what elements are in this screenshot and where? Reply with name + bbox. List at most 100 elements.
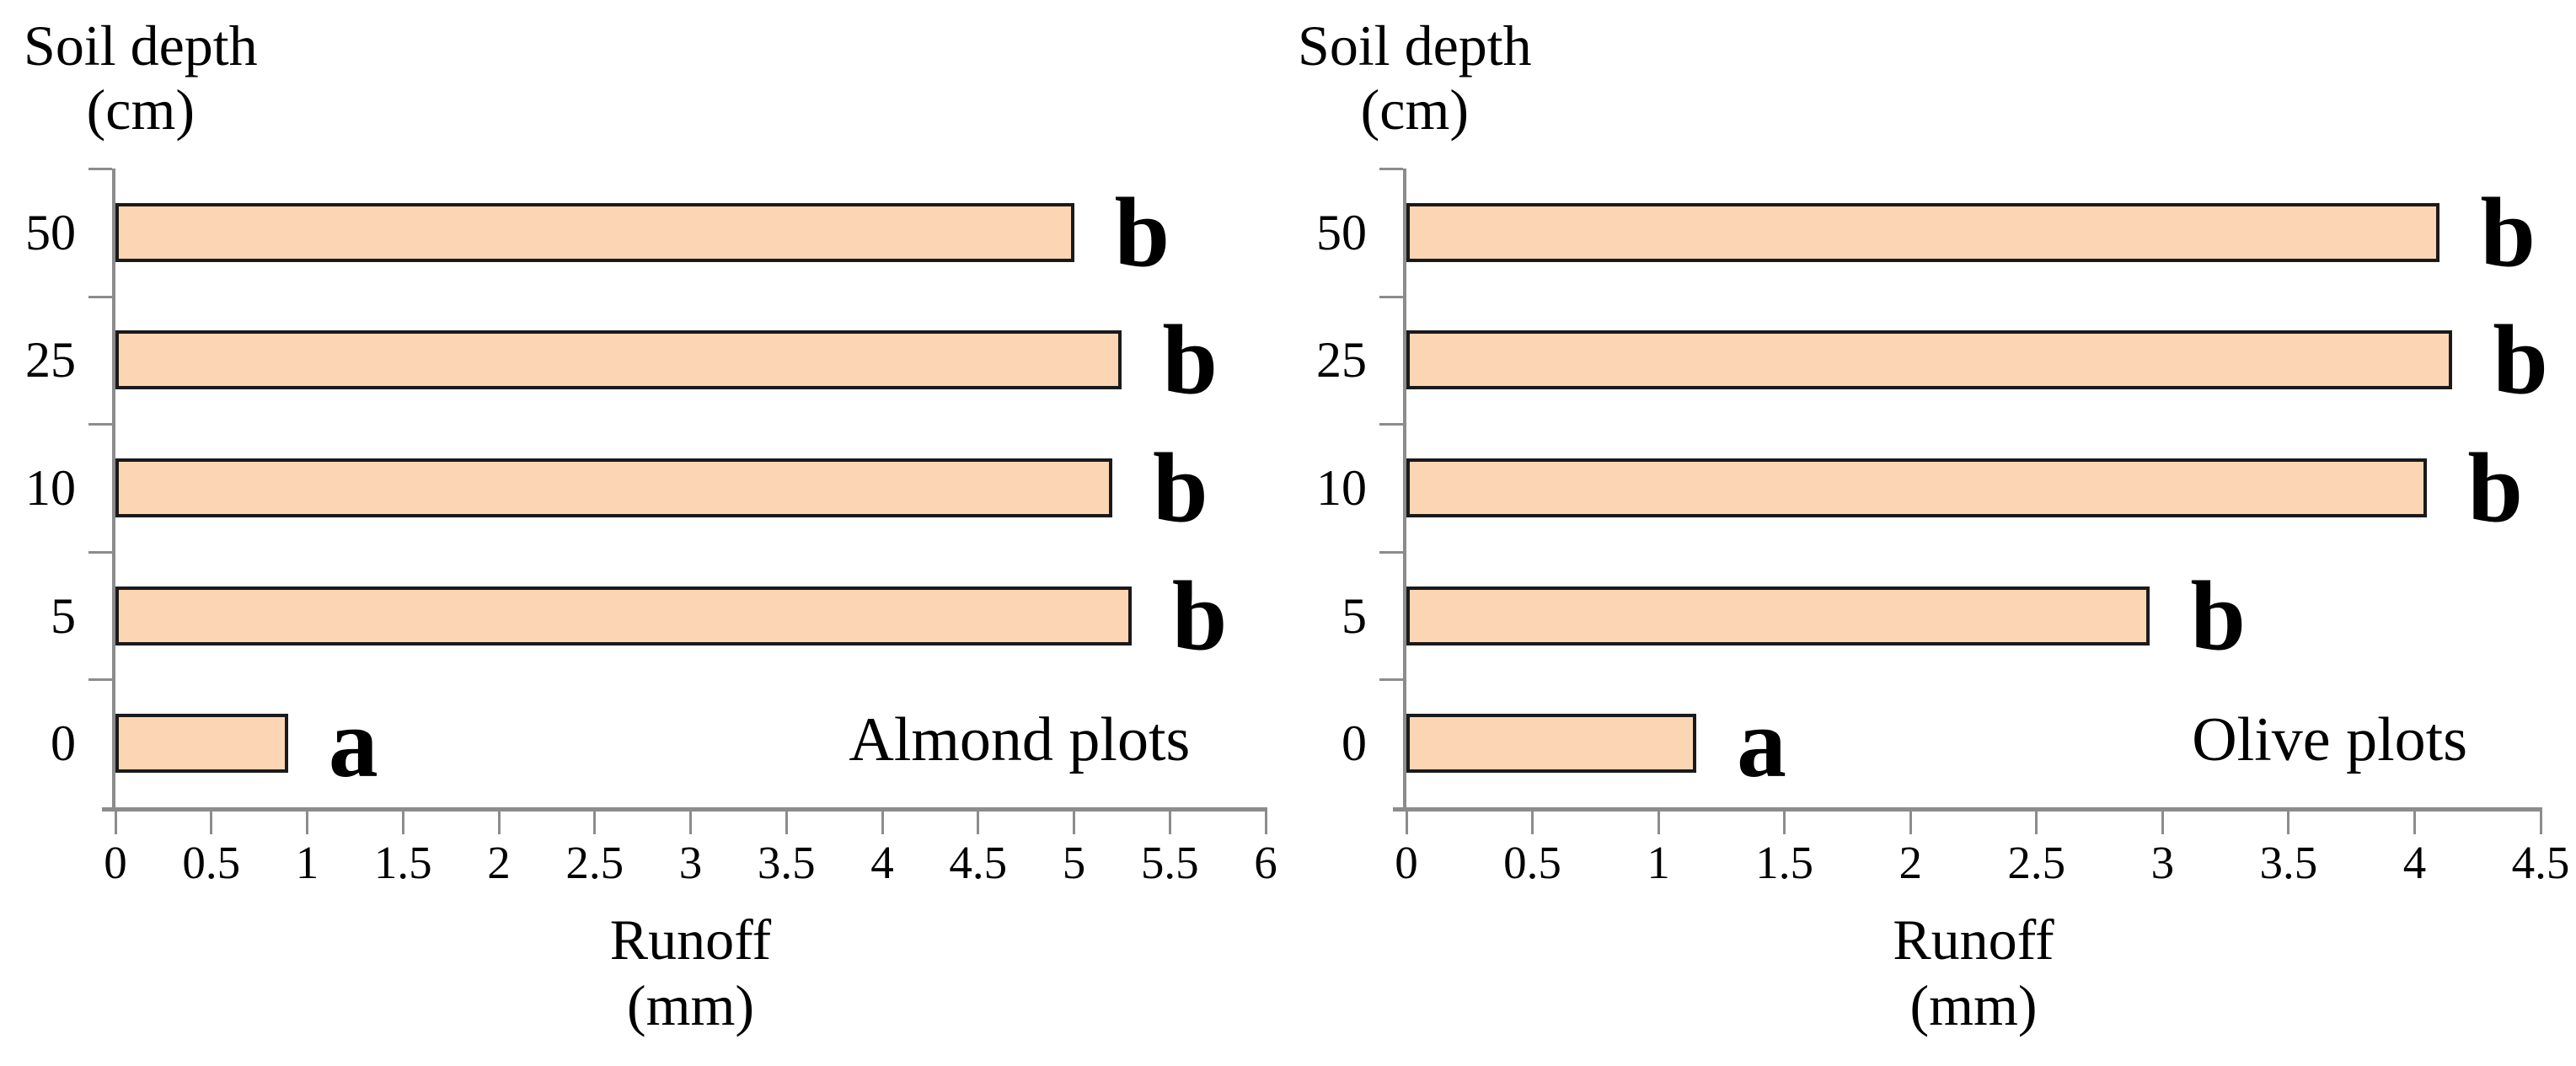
x-axis-tick [785, 807, 788, 834]
bar-depth-50 [1406, 202, 2439, 262]
significance-letter-10: b [2467, 432, 2524, 543]
x-tick-label: 3 [678, 837, 703, 888]
significance-letter-0: a [328, 688, 378, 799]
x-axis-tick [497, 807, 501, 834]
x-axis-tick [1783, 807, 1786, 834]
x-axis-tick [881, 807, 884, 834]
x-axis-title: Runoff (mm) [1721, 907, 2226, 1038]
x-tick-label: 3.5 [2259, 837, 2318, 888]
x-axis-tick [1073, 807, 1075, 834]
x-axis-title: Runoff (mm) [438, 907, 944, 1038]
x-axis-title-line1: Runoff [1893, 908, 2054, 972]
y-axis-title-line2: (cm) [86, 78, 195, 142]
x-tick-label: 0 [1395, 837, 1418, 888]
x-tick-label: 1.5 [373, 837, 432, 888]
y-axis-tick [1379, 423, 1403, 426]
x-axis-line [102, 807, 1266, 812]
x-tick-label: 4 [2402, 837, 2427, 888]
x-axis-tick [114, 807, 117, 834]
x-axis-line [1393, 807, 2541, 812]
y-axis-tick [88, 295, 112, 298]
y-category-label-50: 50 [1316, 204, 1367, 260]
x-tick-label: 0.5 [1503, 837, 1561, 888]
x-axis-tick [2413, 807, 2416, 834]
x-axis-tick [1909, 807, 1912, 834]
y-axis-title-line1: Soil depth [24, 13, 258, 78]
y-category-label-10: 10 [1316, 460, 1367, 516]
x-axis-tick [593, 807, 597, 834]
y-axis-line [112, 169, 115, 807]
y-category-label-50: 50 [25, 204, 76, 260]
significance-letter-0: a [1736, 688, 1786, 799]
x-axis-tick [1405, 807, 1408, 834]
x-tick-label: 3 [2150, 837, 2175, 888]
x-axis-tick [689, 807, 692, 834]
y-axis-title: Soil depth (cm) [1298, 13, 1532, 142]
y-axis-tick [1379, 295, 1403, 298]
x-axis-tick [1168, 807, 1171, 834]
x-axis-title-line2: (mm) [1909, 973, 2038, 1037]
x-axis-tick [210, 807, 213, 834]
x-tick-label: 6 [1254, 837, 1277, 888]
y-axis-line [1403, 169, 1406, 807]
x-axis-tick [1264, 807, 1267, 834]
y-axis-tick [88, 550, 112, 554]
significance-letter-5: b [1171, 560, 1228, 671]
significance-letter-5: b [2190, 560, 2247, 671]
x-axis-tick [2539, 807, 2542, 834]
y-axis-tick [1379, 678, 1403, 682]
y-category-label-25: 25 [1316, 332, 1367, 388]
x-tick-label: 2 [487, 837, 511, 888]
y-category-label-0: 0 [1342, 715, 1367, 772]
x-axis-tick [401, 807, 404, 834]
plot-label-almond: Almond plots [849, 705, 1191, 775]
x-tick-label: 1 [1647, 837, 1670, 888]
y-axis-tick [1379, 168, 1403, 170]
significance-letter-10: b [1153, 432, 1208, 543]
bar-depth-5 [115, 586, 1132, 645]
x-axis-title-line1: Runoff [609, 908, 772, 972]
y-category-label-10: 10 [25, 460, 76, 516]
bar-depth-25 [115, 330, 1122, 390]
significance-letter-50: b [1114, 176, 1170, 287]
y-axis-tick [88, 168, 112, 170]
y-axis-title-line1: Soil depth [1298, 13, 1532, 78]
x-tick-label: 5 [1062, 837, 1086, 888]
x-tick-label: 0.5 [182, 837, 241, 888]
bar-depth-25 [1406, 330, 2452, 390]
x-tick-label: 3.5 [757, 837, 816, 888]
x-axis-tick [1531, 807, 1534, 834]
y-category-label-25: 25 [25, 332, 76, 388]
x-tick-label: 0 [104, 837, 127, 888]
significance-letter-50: b [2480, 176, 2536, 287]
y-axis-tick [1379, 550, 1403, 554]
x-axis-tick [306, 807, 308, 834]
x-tick-label: 4 [870, 837, 894, 888]
bar-depth-10 [115, 458, 1112, 517]
y-axis-title: Soil depth (cm) [24, 13, 258, 142]
x-tick-label: 1.5 [1755, 837, 1814, 888]
bar-depth-0 [115, 714, 288, 774]
x-axis-tick [977, 807, 980, 834]
x-tick-label: 5.5 [1140, 837, 1199, 888]
x-tick-label: 2.5 [2007, 837, 2066, 888]
y-category-label-5: 5 [1342, 587, 1367, 644]
bar-depth-0 [1406, 714, 1696, 774]
x-axis-tick [2161, 807, 2164, 834]
x-tick-label: 1 [295, 837, 319, 888]
plot-label-olive: Olive plots [2192, 705, 2468, 775]
y-axis-tick [88, 423, 112, 426]
x-tick-label: 2 [1899, 837, 1922, 888]
x-axis-tick [2287, 807, 2290, 834]
bar-depth-50 [115, 202, 1074, 262]
significance-letter-25: b [1162, 304, 1218, 415]
x-tick-label: 4.5 [2511, 837, 2570, 888]
y-axis-tick [88, 678, 112, 682]
x-axis-tick [1657, 807, 1660, 834]
y-category-label-0: 0 [51, 715, 76, 772]
